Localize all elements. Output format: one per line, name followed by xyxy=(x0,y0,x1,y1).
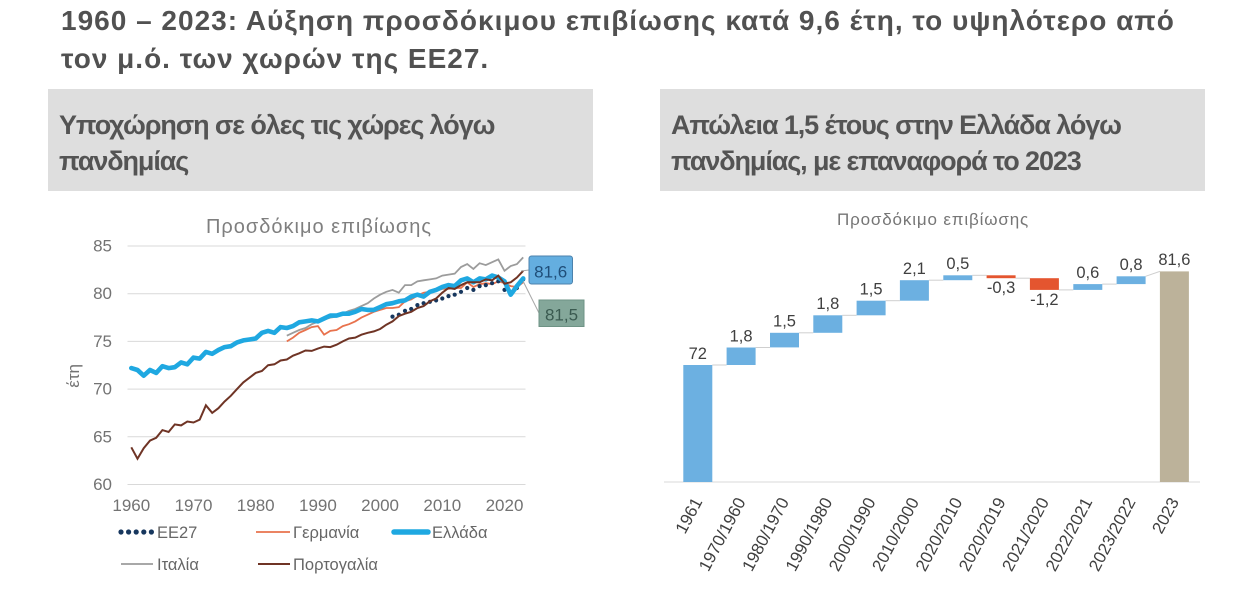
svg-text:1961: 1961 xyxy=(672,494,707,536)
svg-text:Ιταλία: Ιταλία xyxy=(157,556,199,574)
svg-text:0,6: 0,6 xyxy=(1076,264,1099,282)
svg-text:65: 65 xyxy=(93,427,112,446)
svg-text:Ελλάδα: Ελλάδα xyxy=(432,524,488,542)
svg-text:1970: 1970 xyxy=(175,496,213,515)
svg-text:75: 75 xyxy=(93,332,112,351)
svg-text:1960: 1960 xyxy=(112,496,150,515)
svg-text:-1,2: -1,2 xyxy=(1030,291,1058,309)
svg-text:1990: 1990 xyxy=(299,496,337,515)
svg-text:2020: 2020 xyxy=(486,496,524,515)
svg-text:81,6: 81,6 xyxy=(1158,251,1190,269)
svg-text:1980: 1980 xyxy=(237,496,275,515)
svg-text:60: 60 xyxy=(93,475,112,494)
svg-text:1,8: 1,8 xyxy=(730,327,753,345)
svg-text:Πορτογαλία: Πορτογαλία xyxy=(293,556,378,574)
svg-text:Προσδόκιμο επιβίωσης: Προσδόκιμο επιβίωσης xyxy=(206,216,432,238)
svg-text:85: 85 xyxy=(93,237,112,256)
svg-text:81,6: 81,6 xyxy=(534,263,567,282)
svg-text:2,1: 2,1 xyxy=(903,260,926,278)
svg-text:Προσδόκιμο επιβίωσης: Προσδόκιμο επιβίωσης xyxy=(837,210,1029,229)
svg-text:80: 80 xyxy=(93,284,112,303)
svg-text:ΕΕ27: ΕΕ27 xyxy=(157,524,197,542)
svg-text:έτη: έτη xyxy=(64,364,83,388)
svg-text:1,5: 1,5 xyxy=(860,281,883,299)
svg-text:2010: 2010 xyxy=(423,496,461,515)
svg-text:1,8: 1,8 xyxy=(816,295,839,313)
svg-text:Γερμανία: Γερμανία xyxy=(293,524,360,542)
svg-text:2000: 2000 xyxy=(361,496,399,515)
svg-text:1,5: 1,5 xyxy=(773,313,796,331)
svg-text:0,5: 0,5 xyxy=(946,255,969,273)
svg-text:2023: 2023 xyxy=(1148,494,1183,536)
svg-text:-0,3: -0,3 xyxy=(987,279,1015,297)
svg-text:81,5: 81,5 xyxy=(545,306,578,325)
svg-text:0,8: 0,8 xyxy=(1120,256,1143,274)
svg-text:72: 72 xyxy=(689,345,707,363)
svg-text:70: 70 xyxy=(93,380,112,399)
